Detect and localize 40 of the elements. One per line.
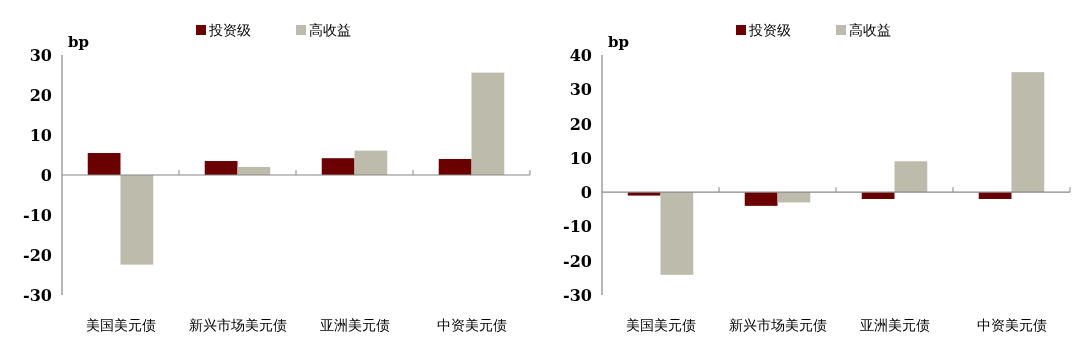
x-tick-label: 中资美元债 (436, 317, 507, 333)
bar (354, 150, 388, 175)
x-tick-label: 亚洲美元债 (319, 317, 390, 333)
y-tick-label: 0 (580, 183, 592, 203)
y-tick-label: -20 (563, 251, 592, 271)
bar (660, 192, 694, 275)
bar (1011, 72, 1045, 193)
bar (204, 161, 238, 175)
y-tick-label: 20 (29, 86, 52, 105)
y-axis-title: bp (608, 33, 629, 51)
y-tick-label: -10 (23, 206, 52, 225)
y-tick-label: 20 (569, 114, 592, 134)
x-tick-label: 美国美元债 (85, 317, 156, 333)
x-tick-label: 亚洲美元债 (859, 317, 930, 333)
legend-label: 高收益 (309, 22, 351, 38)
y-tick-label: 40 (569, 46, 592, 65)
y-tick-label: 30 (29, 46, 52, 65)
legend-label: 投资级 (748, 22, 791, 38)
legend-label: 投资级 (208, 22, 251, 38)
y-tick-label: -30 (563, 286, 592, 305)
bar (87, 153, 121, 175)
y-axis-title: bp (68, 33, 89, 51)
y-tick-label: 10 (29, 126, 52, 145)
y-tick-label: 0 (40, 166, 52, 185)
bar (120, 175, 154, 265)
bar (321, 158, 355, 175)
x-tick-label: 新兴市场美元债 (188, 317, 287, 333)
bar (744, 192, 778, 206)
legend-label: 高收益 (849, 22, 891, 38)
y-tick-label: -30 (23, 286, 52, 305)
x-tick-label: 中资美元债 (976, 317, 1047, 333)
x-tick-label: 新兴市场美元债 (728, 317, 827, 333)
bar (894, 161, 928, 193)
x-tick-label: 美国美元债 (625, 317, 696, 333)
y-tick-label: -10 (563, 217, 592, 237)
y-tick-label: 10 (569, 148, 592, 168)
bar (438, 159, 472, 175)
bar (471, 72, 505, 175)
y-tick-label: -20 (23, 246, 52, 265)
y-tick-label: 30 (569, 80, 592, 100)
